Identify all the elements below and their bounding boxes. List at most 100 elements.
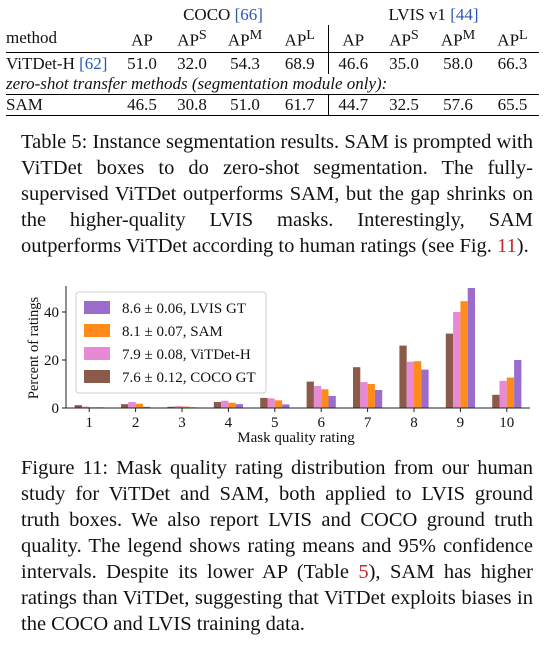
bar	[374, 390, 383, 408]
figure-ref-link[interactable]: 11	[497, 235, 517, 257]
metric-header: APL	[486, 25, 539, 53]
table-cell: 30.8	[166, 93, 218, 116]
citation-ref[interactable]: [44]	[450, 5, 479, 24]
x-axis-label: Mask quality rating	[237, 430, 355, 446]
legend-label: 8.6 ± 0.06, LVIS GT	[122, 301, 246, 317]
bar	[260, 397, 268, 408]
y-tick-label: 0	[52, 401, 60, 417]
table-column-header-row: method AP APS APM APL AP APS APM APL	[6, 25, 539, 53]
legend-label: 8.1 ± 0.07, SAM	[122, 324, 223, 340]
x-tick-label: 7	[364, 415, 372, 431]
metric-header: APL	[272, 25, 328, 53]
table-cell: 35.0	[389, 53, 419, 73]
metric-header: AP	[327, 25, 378, 53]
x-tick-label: 6	[317, 415, 325, 431]
y-axis-label: Percent of ratings	[26, 297, 42, 400]
bar	[445, 333, 454, 408]
caption-label: Table 5:	[21, 131, 88, 153]
table-row-zero-shot-note: zero-shot transfer methods (segmentation…	[6, 74, 539, 95]
table-cell: 44.7	[327, 93, 378, 116]
bar	[421, 369, 429, 408]
bar	[492, 394, 500, 408]
bar	[228, 402, 236, 408]
bar	[306, 381, 314, 408]
legend-label: 7.9 ± 0.08, ViTDet-H	[122, 347, 251, 363]
table-cell: 51.0	[127, 53, 157, 73]
figure-caption: Figure 11: Mask quality rating distribut…	[21, 457, 533, 635]
bar	[174, 406, 182, 408]
bar	[128, 402, 136, 408]
legend-box	[75, 291, 267, 394]
method-header: method	[6, 25, 118, 53]
citation-ref[interactable]: [62]	[79, 53, 108, 73]
bar	[121, 404, 129, 408]
x-tick-label: 10	[499, 415, 514, 431]
group-header-coco: COCO [66]	[183, 5, 263, 24]
bar	[321, 389, 329, 408]
metric-header: APM	[430, 25, 486, 53]
table-cell: 57.6	[430, 93, 486, 116]
x-tick-label: 8	[410, 415, 418, 431]
table-row-vitdet: ViTDet-H [62] 51.0 32.0 54.3 68.9 46.6 3…	[6, 52, 539, 74]
metric-header: APS	[166, 25, 218, 53]
bar	[360, 382, 368, 408]
metric-header: APS	[378, 25, 430, 53]
bar	[328, 396, 336, 408]
bar	[414, 361, 422, 408]
method-name: SAM	[6, 93, 118, 116]
bar	[313, 385, 322, 408]
results-table: COCO [66] LVIS v1 [44] method AP APS APM…	[6, 4, 539, 116]
x-tick-label: 4	[225, 415, 233, 431]
bar	[499, 380, 507, 408]
rating-distribution-chart: 0 20 40 1 2 3 4 5 6 7 8 9 10 8.6 ± 0.06, LVIS GT 8.1 …	[26, 286, 530, 446]
bar	[367, 384, 375, 408]
caption-text: Instance segmentation results. SAM is pr…	[21, 131, 533, 257]
bar	[74, 405, 82, 408]
x-tick-label: 9	[457, 415, 465, 431]
method-name: ViTDet-H [62]	[6, 53, 108, 73]
bar	[353, 367, 361, 408]
table-group-header-row: COCO [66] LVIS v1 [44]	[6, 4, 539, 25]
bar	[460, 301, 468, 408]
citation-ref[interactable]: [66]	[234, 5, 263, 24]
table-cell: 46.6	[327, 52, 378, 74]
table-cell: 61.7	[272, 93, 328, 116]
bar	[467, 288, 475, 408]
bar	[399, 345, 407, 408]
table-caption: Table 5: Instance segmentation results. …	[21, 131, 533, 257]
bar	[235, 404, 243, 408]
x-tick-label: 5	[271, 415, 279, 431]
table-cell: 65.5	[486, 93, 539, 116]
bar	[267, 398, 275, 408]
bar	[274, 400, 283, 408]
metric-header: APM	[218, 25, 272, 53]
legend-swatch	[84, 324, 110, 337]
table-cell: 32.5	[378, 93, 430, 116]
table-cell: 58.0	[443, 53, 473, 73]
bar	[406, 361, 414, 408]
table-cell: 46.5	[118, 93, 166, 116]
bar	[142, 406, 151, 408]
bar	[135, 403, 143, 408]
x-tick-label: 1	[85, 415, 93, 431]
bar	[81, 406, 90, 408]
y-tick-label: 40	[44, 305, 59, 321]
bar	[506, 377, 515, 408]
legend-swatch	[84, 347, 110, 360]
table-ref-link[interactable]: 5	[358, 561, 369, 583]
table-cell: 51.0	[218, 93, 272, 116]
caption-label: Figure 11:	[21, 457, 109, 479]
y-tick-label: 20	[44, 353, 59, 369]
bar	[221, 400, 229, 408]
bar	[282, 404, 290, 408]
table-row-sam: SAM 46.5 30.8 51.0 61.7 44.7 32.5 57.6 6…	[6, 93, 539, 116]
legend-label: 7.6 ± 0.12, COCO GT	[122, 370, 256, 386]
zero-shot-note: zero-shot transfer methods (segmentation…	[6, 73, 388, 93]
legend-swatch	[84, 370, 110, 383]
bar	[213, 402, 222, 408]
table-cell: 68.9	[284, 53, 315, 73]
bar	[514, 360, 522, 408]
x-tick-label: 2	[132, 415, 140, 431]
legend-swatch	[84, 301, 110, 314]
bar	[453, 312, 461, 408]
